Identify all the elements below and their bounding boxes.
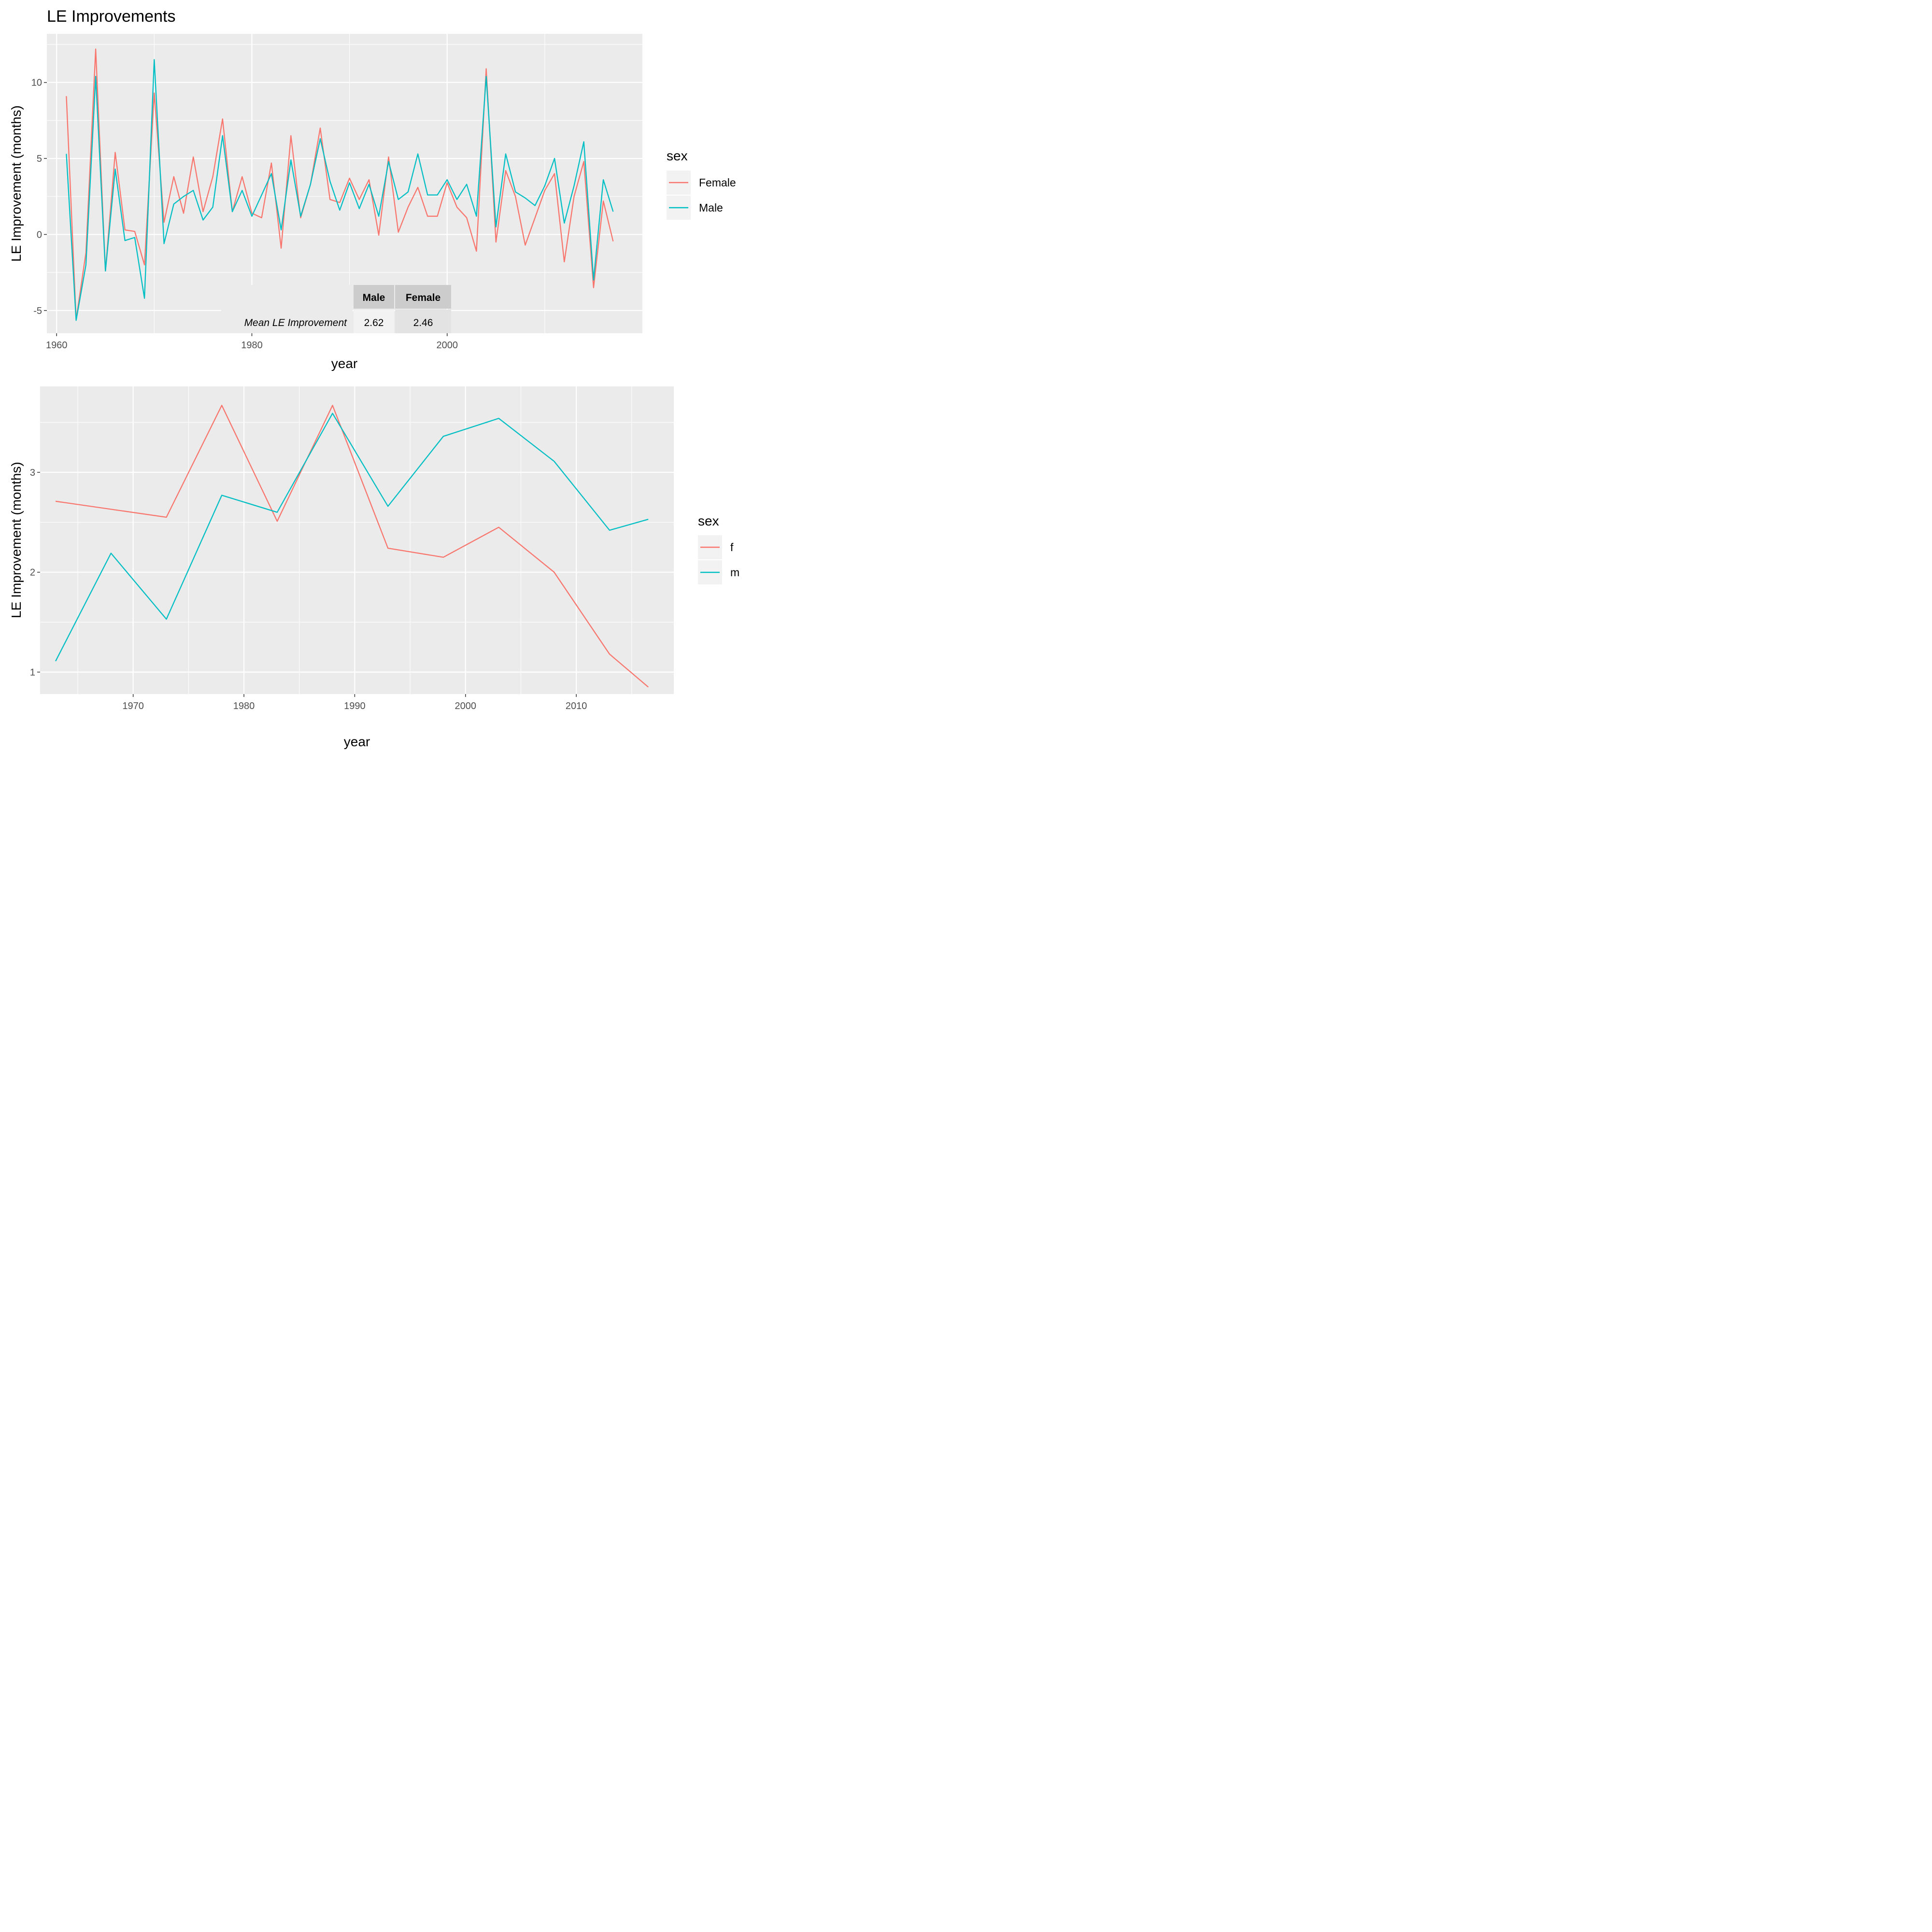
table-col-header: Female: [406, 292, 440, 303]
legend-label: m: [730, 566, 739, 579]
figure: LE Improvements Male Female Mean LE Impr…: [9, 7, 739, 749]
x-tick-label: 2010: [566, 701, 587, 711]
series-lines-top: [66, 48, 614, 321]
y-tick-label: 3: [30, 468, 35, 478]
y-tick-label: 10: [31, 78, 42, 88]
y-tick-label: -5: [33, 306, 42, 316]
y-axis-title: LE Improvement (months): [9, 462, 24, 618]
chart-title: LE Improvements: [47, 7, 175, 26]
y-axis-ticks-bottom: 1 2 3: [30, 468, 40, 678]
legend-label: f: [730, 541, 734, 554]
legend-label: Male: [699, 201, 723, 214]
x-tick-label: 1980: [241, 340, 263, 351]
y-tick-label: 2: [30, 568, 35, 578]
legend-title: sex: [698, 513, 719, 528]
series-lines-bottom: [55, 405, 649, 688]
x-axis-title: year: [331, 356, 357, 371]
series-line-m: [55, 412, 649, 662]
y-tick-label: 5: [37, 154, 42, 164]
legend-label: Female: [699, 176, 736, 189]
legend-title: sex: [667, 148, 688, 163]
table-header-male: [354, 285, 394, 309]
table-row-label: Mean LE Improvement: [244, 317, 348, 328]
plot-panel-bottom: [40, 386, 674, 694]
y-tick-label: 0: [37, 229, 42, 240]
x-tick-label: 1980: [233, 701, 255, 711]
y-axis-title: LE Improvement (months): [9, 105, 24, 262]
x-tick-label: 1990: [344, 701, 366, 711]
x-tick-label: 1960: [46, 340, 68, 351]
x-axis-title: year: [344, 734, 370, 749]
y-tick-label: 1: [30, 668, 35, 678]
series-line-male: [66, 59, 614, 321]
x-axis-ticks-bottom: 1970 1980 1990 2000 2010: [122, 694, 587, 711]
summary-table: Male Female Mean LE Improvement 2.62 2.4…: [221, 285, 451, 333]
x-tick-label: 2000: [436, 340, 458, 351]
x-axis-ticks-top: 1960 1980 2000: [46, 333, 458, 351]
gridlines-bottom: [40, 386, 674, 694]
table-row-label-cell: [221, 310, 353, 333]
plot-panel-top: [47, 34, 642, 333]
table-header-female: [395, 285, 451, 309]
series-line-f: [55, 405, 649, 688]
x-tick-label: 2000: [455, 701, 477, 711]
table-cell-female: [395, 310, 451, 333]
legend-top: sex Female Male: [667, 148, 736, 220]
y-axis-ticks-top: -5 0 5 10: [31, 78, 47, 316]
series-line-female: [66, 48, 614, 320]
table-cell-male: [354, 310, 394, 333]
table-value: 2.62: [364, 317, 384, 328]
table-value: 2.46: [413, 317, 433, 328]
legend-bottom: sex f m: [698, 513, 739, 584]
table-col-header: Male: [363, 292, 385, 303]
x-tick-label: 1970: [122, 701, 144, 711]
